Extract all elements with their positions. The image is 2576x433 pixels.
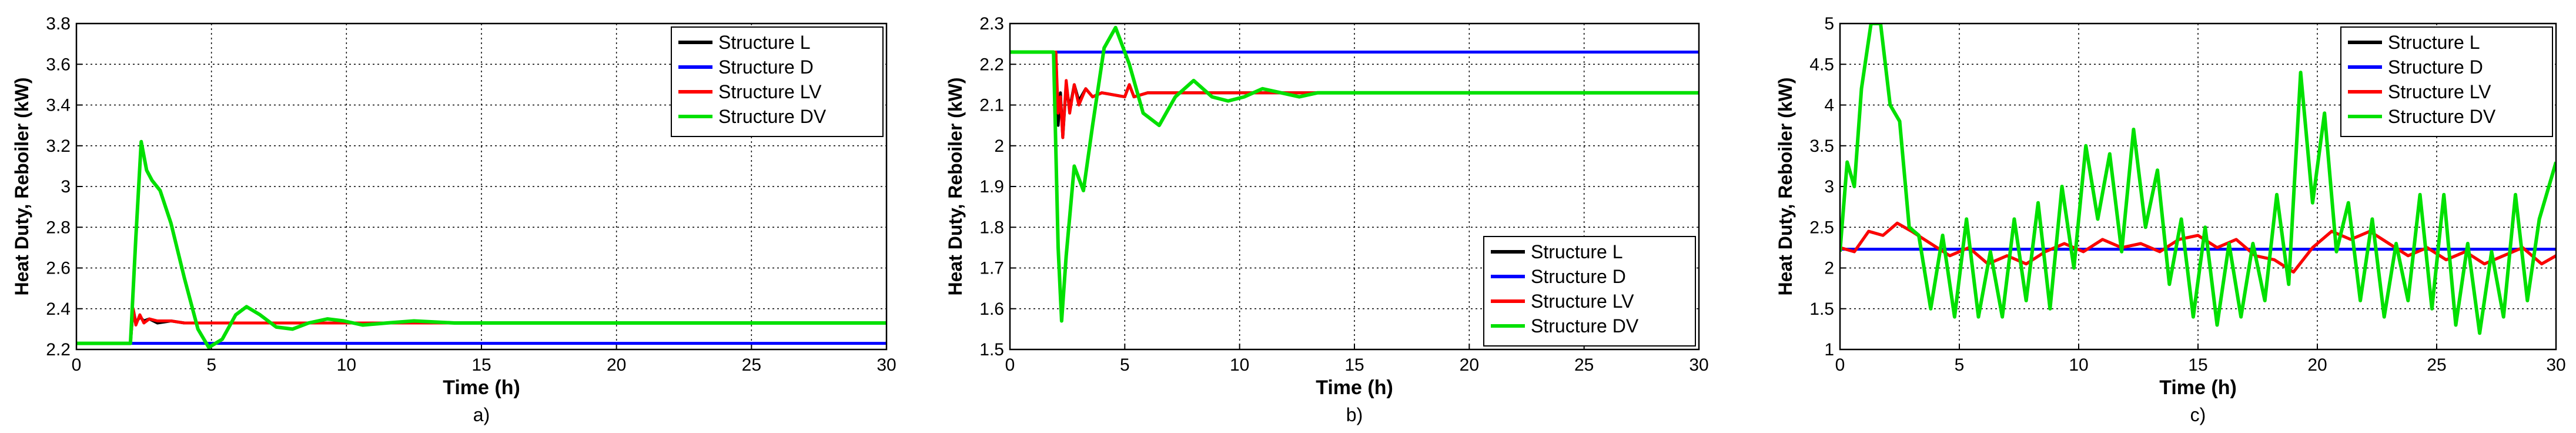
y-tick-label: 1.7 bbox=[979, 259, 1004, 278]
x-tick-label: 15 bbox=[1344, 355, 1364, 375]
x-tick-label: 15 bbox=[471, 355, 491, 375]
axes-frame bbox=[75, 22, 888, 351]
y-tick-label: 2.1 bbox=[979, 96, 1004, 115]
y-tick-label: 1.5 bbox=[979, 340, 1004, 359]
x-tick-label: 0 bbox=[72, 355, 82, 375]
legend-entry: Structure LV bbox=[2388, 81, 2491, 102]
x-tick-label: 25 bbox=[742, 355, 761, 375]
series-line-structure-dv bbox=[1840, 24, 2556, 335]
series-line-structure-dv bbox=[76, 139, 886, 349]
y-tick-label: 5 bbox=[1824, 14, 1834, 34]
x-tick-label: 15 bbox=[2188, 355, 2207, 375]
y-tick-label: 1 bbox=[1824, 340, 1834, 359]
x-tick-label: 0 bbox=[1005, 355, 1015, 375]
x-axis-label: Time (h) bbox=[443, 377, 520, 399]
x-tick-label: 5 bbox=[1955, 355, 1965, 375]
panel-caption: b) bbox=[1346, 404, 1363, 425]
y-tick-label: 2.2 bbox=[979, 55, 1004, 74]
y-tick-label: 2.2 bbox=[46, 340, 71, 359]
y-tick-label: 2.6 bbox=[46, 259, 71, 278]
x-tick-label: 20 bbox=[2307, 355, 2327, 375]
y-tick-label: 1.5 bbox=[1809, 299, 1834, 319]
y-tick-label: 3.6 bbox=[46, 55, 71, 74]
legend-entry: Structure D bbox=[718, 56, 814, 78]
legend: Structure L Structure D Structure LV Struct… bbox=[2340, 26, 2553, 137]
y-tick-label: 3.2 bbox=[46, 136, 71, 156]
y-tick-label: 4 bbox=[1824, 96, 1834, 115]
x-axis-label: Time (h) bbox=[1316, 377, 1393, 399]
x-axis-label: Time (h) bbox=[2159, 377, 2237, 399]
y-tick-label: 2.8 bbox=[46, 218, 71, 237]
y-tick-label: 1.9 bbox=[979, 177, 1004, 196]
x-tick-label: 20 bbox=[607, 355, 626, 375]
legend-entry: Structure L bbox=[718, 32, 811, 53]
chart-panel-c: 0 5 10 15 20 25 30 1 1.5 2 2.5 3 3.5 4 4.5 5 Time (h) Hea… bbox=[1775, 14, 2566, 425]
x-tick-label: 30 bbox=[876, 355, 896, 375]
y-tick-label: 1.8 bbox=[979, 218, 1004, 237]
legend: Structure L Structure D Structure LV Struct… bbox=[1483, 236, 1696, 347]
y-axis-label: Heat Duty, Reboiler (kW) bbox=[11, 78, 32, 296]
x-tick-label: 25 bbox=[1574, 355, 1594, 375]
x-tick-label: 25 bbox=[2427, 355, 2446, 375]
y-tick-label: 3 bbox=[1824, 177, 1834, 196]
y-tick-label: 2 bbox=[1824, 259, 1834, 278]
legend-entry: Structure LV bbox=[718, 81, 822, 102]
x-tick-label: 10 bbox=[2069, 355, 2088, 375]
x-tick-label: 30 bbox=[1689, 355, 1708, 375]
legend-entry: Structure D bbox=[1531, 266, 1626, 287]
legend-entry: Structure LV bbox=[1531, 291, 1634, 312]
y-axis-label: Heat Duty, Reboiler (kW) bbox=[945, 78, 966, 296]
legend-entry: Structure L bbox=[2388, 32, 2480, 53]
axes-frame bbox=[1009, 22, 1700, 351]
legend-entry: Structure DV bbox=[2388, 106, 2496, 127]
x-tick-label: 20 bbox=[1460, 355, 1479, 375]
series-line-structure-dv bbox=[1010, 25, 1699, 323]
x-tick-label: 5 bbox=[1120, 355, 1130, 375]
x-tick-label: 5 bbox=[206, 355, 216, 375]
y-tick-label: 3 bbox=[61, 177, 71, 196]
y-tick-label: 3.4 bbox=[46, 96, 71, 115]
series-line-structure-lv bbox=[1010, 51, 1699, 139]
x-tick-label: 10 bbox=[1230, 355, 1249, 375]
chart-panel-a: 0 5 10 15 20 25 30 2.2 2.4 2.6 2.8 3 3.2 3.4 3.6 3.8 Tim… bbox=[11, 14, 896, 425]
legend-entry: Structure DV bbox=[718, 106, 827, 127]
y-tick-label: 3.8 bbox=[46, 14, 71, 34]
y-axis-label: Heat Duty, Reboiler (kW) bbox=[1775, 78, 1796, 296]
series-line-structure-lv bbox=[76, 307, 886, 345]
y-tick-label: 2.4 bbox=[46, 299, 71, 319]
y-tick-label: 1.6 bbox=[979, 299, 1004, 319]
y-tick-label: 2 bbox=[994, 136, 1004, 156]
x-tick-label: 10 bbox=[337, 355, 356, 375]
y-tick-label: 4.5 bbox=[1809, 55, 1834, 74]
y-tick-label: 3.5 bbox=[1809, 136, 1834, 156]
legend-entry: Structure L bbox=[1531, 241, 1623, 262]
y-tick-label: 2.3 bbox=[979, 14, 1004, 34]
legend-entry: Structure D bbox=[2388, 56, 2483, 78]
panel-caption: a) bbox=[473, 404, 490, 425]
y-tick-label: 2.5 bbox=[1809, 218, 1834, 237]
chart-panel-b: 0 5 10 15 20 25 30 1.5 1.6 1.7 1.8 1.9 2 2.1 2.2 2.3 Tim… bbox=[945, 14, 1709, 425]
axes-frame bbox=[1839, 22, 2557, 351]
x-tick-label: 0 bbox=[1835, 355, 1845, 375]
x-tick-label: 30 bbox=[2546, 355, 2565, 375]
legend-entry: Structure DV bbox=[1531, 315, 1639, 337]
panel-caption: c) bbox=[2190, 404, 2206, 425]
legend: Structure L Structure D Structure LV Struct… bbox=[671, 26, 884, 137]
